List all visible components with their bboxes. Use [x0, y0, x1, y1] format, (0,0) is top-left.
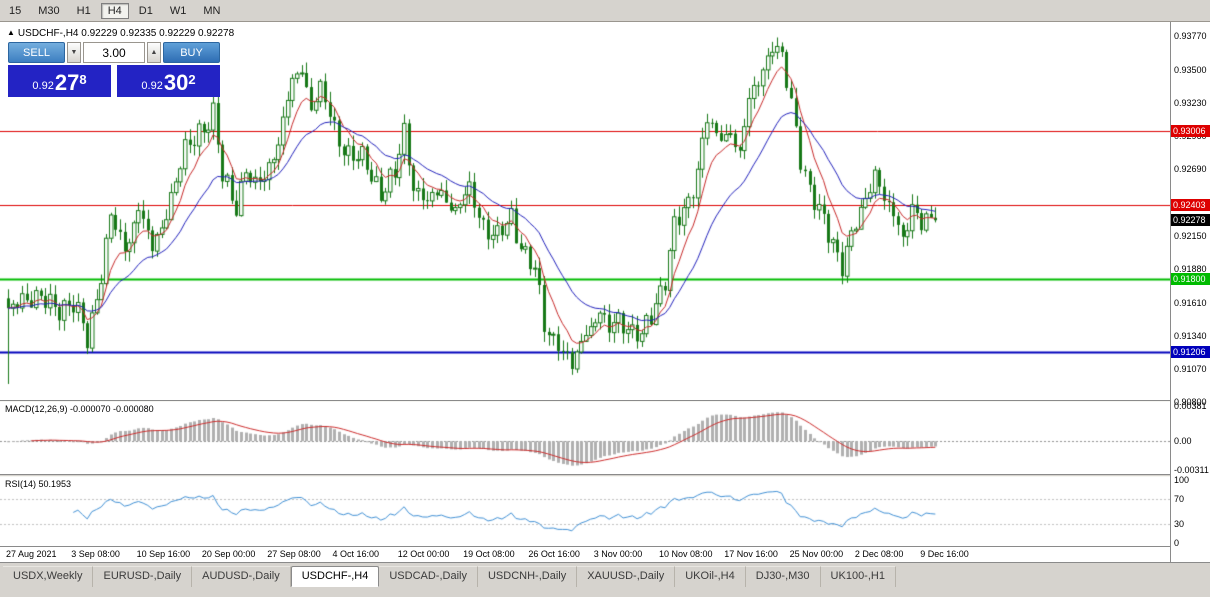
timeframe-button-mn[interactable]: MN [203, 4, 221, 17]
price-axis-label: 0.93770 [1174, 31, 1207, 42]
level-price-tag[interactable]: 0.92403 [1171, 198, 1210, 211]
chart-tab-bar: USDX,Weekly EURUSD-,Daily AUDUSD-,Daily USD… [0, 562, 1210, 597]
time-axis-label: 20 Sep 00:00 [201, 549, 256, 559]
timeframe-button-15[interactable]: 15 [9, 4, 22, 17]
price-axis-label: 0.91340 [1174, 330, 1207, 341]
chart-tab-usdx-weekly[interactable]: USDX,Weekly [3, 566, 94, 587]
time-axis-label: 9 Dec 16:00 [920, 549, 969, 559]
chart-ohlc-header: ▲ USDCHF-,H4 0.92229 0.92335 0.92229 0.92… [7, 28, 234, 39]
time-axis-label: 3 Sep 08:00 [71, 549, 120, 559]
timeframe-toolbar: 15 M30 H1 H4 D1 W1 MN [0, 0, 1210, 22]
pane-resize-handle[interactable] [0, 474, 1210, 477]
timeframe-button-d1[interactable]: D1 [138, 4, 153, 17]
chart-tab-usdchf-h4[interactable]: USDCHF-,H4 [290, 566, 380, 587]
rsi-axis-label: 100 [1174, 475, 1190, 485]
price-axis-label: 0.92150 [1174, 231, 1207, 242]
time-axis-label: 2 Dec 08:00 [854, 549, 904, 559]
macd-axis-label: 0.00381 [1174, 401, 1207, 411]
timeframe-button-h4[interactable]: H4 [100, 2, 129, 19]
price-axis-label: 0.90800 [1174, 397, 1207, 408]
rsi-indicator-label: RSI(14) 50.1953 [5, 479, 72, 489]
level-price-tag[interactable]: 0.91800 [1171, 273, 1210, 286]
chart-window: ▲ USDCHF-,H4 0.92229 0.92335 0.92229 0.92… [0, 22, 1210, 562]
price-axis-label: 0.91610 [1174, 297, 1207, 308]
price-axis-label: 0.91880 [1174, 264, 1207, 275]
time-axis-label: 27 Sep 08:00 [267, 549, 321, 559]
buy-price-prefix: 0.92 [141, 80, 163, 92]
chart-tabs: USDX,Weekly EURUSD-,Daily AUDUSD-,Daily USD… [0, 563, 1210, 587]
time-axis-label: 19 Oct 08:00 [463, 549, 515, 559]
macd-indicator-label: MACD(12,26,9) -0.000070 -0.000080 [5, 404, 154, 414]
price-axis-label: 0.92690 [1174, 164, 1207, 175]
chart-tab-eurusd-daily[interactable]: EURUSD-,Daily [93, 566, 193, 587]
sell-button[interactable]: SELL [8, 42, 65, 63]
time-axis-label: 25 Nov 00:00 [789, 549, 844, 559]
buy-button[interactable]: BUY [163, 42, 220, 63]
chart-tab-usdcad-daily[interactable]: USDCAD-,Daily [379, 566, 478, 587]
sell-price-sup: 8 [79, 72, 87, 87]
rsi-axis-label: 30 [1174, 519, 1185, 530]
buy-price-display[interactable]: 0.92 30 2 [117, 65, 220, 97]
time-axis-label: 26 Oct 16:00 [528, 549, 580, 559]
current-price-tag: 0.92278 [1171, 214, 1210, 227]
time-axis-label: 10 Sep 16:00 [136, 549, 191, 559]
rsi-axis-label: 0 [1174, 538, 1180, 548]
price-scale[interactable]: 0.937700.935000.932300.929600.926900.924… [1170, 22, 1210, 562]
chart-tab-uk100-h1[interactable]: UK100-,H1 [820, 566, 896, 587]
level-price-tag[interactable]: 0.93006 [1171, 124, 1210, 137]
buy-price-sup: 2 [188, 72, 196, 87]
chart-tab-dj30-m30[interactable]: DJ30-,M30 [745, 566, 821, 587]
rsi-canvas[interactable] [0, 477, 1170, 546]
time-axis-label: 10 Nov 08:00 [659, 549, 713, 559]
buy-price-main: 30 [163, 70, 189, 95]
time-axis-label: 3 Nov 00:00 [593, 549, 643, 559]
timeframe-button-h1[interactable]: H1 [76, 4, 91, 17]
timeframe-button-m30[interactable]: M30 [38, 4, 60, 17]
timeframe-button-w1[interactable]: W1 [169, 4, 187, 17]
sell-price-display[interactable]: 0.92 27 8 [8, 65, 111, 97]
volume-input[interactable] [83, 42, 145, 63]
rsi-axis-label: 70 [1174, 493, 1185, 504]
macd-axis-label: 0.00 [1174, 436, 1192, 447]
pane-resize-handle[interactable] [0, 400, 1210, 402]
price-axis-label: 0.91070 [1174, 364, 1207, 375]
time-axis-label: 17 Nov 16:00 [724, 549, 778, 559]
time-axis-label: 27 Aug 2021 [6, 549, 57, 559]
time-axis-label: 4 Oct 16:00 [332, 549, 380, 559]
volume-increase-icon[interactable]: ▲ [147, 42, 161, 63]
chart-tab-xauusd-daily[interactable]: XAUUSD-,Daily [577, 566, 676, 587]
macd-axis-label: -0.00311 [1174, 465, 1209, 475]
price-axis-label: 0.93500 [1174, 64, 1207, 75]
price-axis-label: 0.93230 [1174, 97, 1207, 108]
chart-tab-usdcnh-daily[interactable]: USDCNH-,Daily [477, 566, 578, 587]
time-scale[interactable]: 27 Aug 2021 3 Sep 08:00 10 Sep 16:00 20 Sep… [0, 547, 1170, 562]
chart-tab-ukoil-h4[interactable]: UKOil-,H4 [675, 566, 746, 587]
time-axis-separator [0, 546, 1210, 547]
sell-price-main: 27 [54, 70, 80, 95]
volume-decrease-icon[interactable]: ▼ [67, 42, 81, 63]
chart-ohlc-text: USDCHF-,H4 0.92229 0.92335 0.92229 0.922… [17, 28, 235, 39]
one-click-panel-toggle-icon[interactable]: ▲ [7, 28, 15, 37]
macd-canvas[interactable] [0, 402, 1170, 474]
level-price-tag[interactable]: 0.91206 [1171, 346, 1210, 359]
sell-price-prefix: 0.92 [32, 80, 54, 92]
chart-tab-audusd-daily[interactable]: AUDUSD-,Daily [192, 566, 291, 587]
time-axis-label: 12 Oct 00:00 [397, 549, 450, 559]
